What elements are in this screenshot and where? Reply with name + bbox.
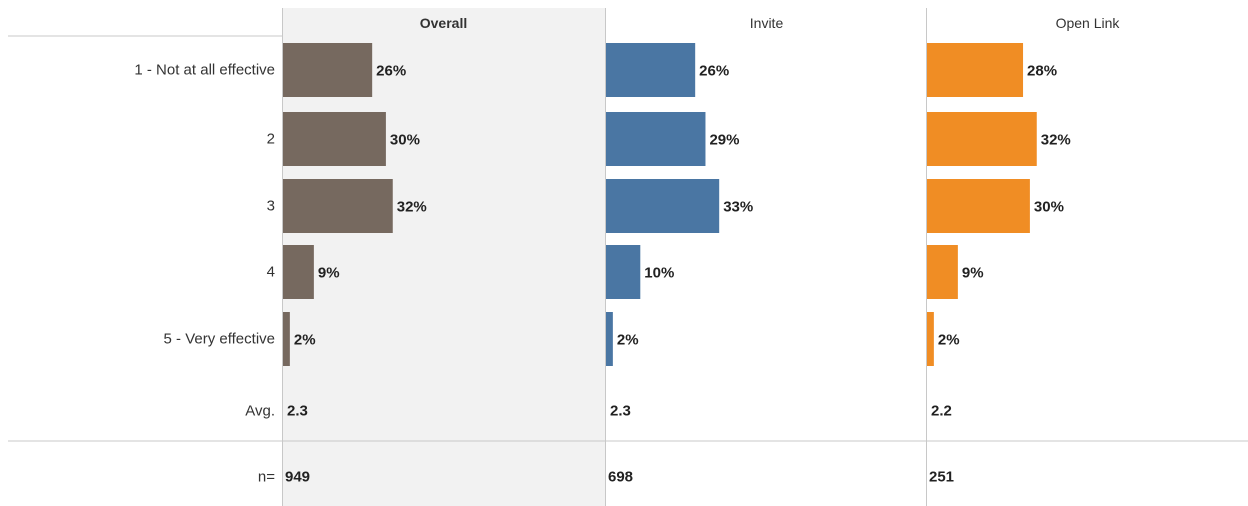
data-label: 9%	[962, 265, 984, 282]
data-label: 30%	[1034, 199, 1064, 216]
bar	[606, 179, 720, 233]
data-label: 26%	[376, 63, 406, 80]
avg-value: 2.3	[610, 403, 631, 420]
data-label: 33%	[723, 199, 753, 216]
bar	[606, 245, 641, 299]
bar	[606, 312, 613, 366]
bar	[927, 312, 934, 366]
avg-value: 2.3	[287, 403, 308, 420]
data-label: 32%	[1041, 132, 1071, 149]
column-header: Invite	[750, 15, 784, 31]
data-label: 2%	[938, 332, 960, 349]
n-value: 698	[608, 469, 633, 486]
bar	[606, 112, 706, 166]
bar	[283, 245, 314, 299]
n-value: 251	[929, 469, 954, 486]
data-label: 2%	[617, 332, 639, 349]
data-label: 9%	[318, 265, 340, 282]
bar	[283, 112, 386, 166]
row-label: 4	[267, 264, 275, 281]
avg-value: 2.2	[931, 403, 952, 420]
row-label: 1 - Not at all effective	[134, 62, 275, 79]
data-label: 32%	[397, 199, 427, 216]
data-label: 26%	[699, 63, 729, 80]
bar	[283, 43, 373, 97]
bar	[283, 312, 290, 366]
avg-label: Avg.	[245, 403, 275, 420]
column-header: Overall	[420, 15, 467, 31]
column-header: Open Link	[1056, 15, 1121, 31]
n-value: 949	[285, 469, 310, 486]
row-label: 5 - Very effective	[164, 331, 275, 348]
bar	[606, 43, 696, 97]
bar	[927, 245, 958, 299]
data-label: 10%	[644, 265, 674, 282]
row-label: 2	[267, 131, 275, 148]
bar	[927, 112, 1037, 166]
bar	[927, 43, 1024, 97]
bar	[927, 179, 1030, 233]
data-label: 28%	[1027, 63, 1057, 80]
data-label: 29%	[709, 132, 739, 149]
n-label: n=	[258, 469, 275, 486]
bar	[283, 179, 393, 233]
data-label: 30%	[390, 132, 420, 149]
row-label: 3	[267, 198, 275, 215]
data-label: 2%	[294, 332, 316, 349]
